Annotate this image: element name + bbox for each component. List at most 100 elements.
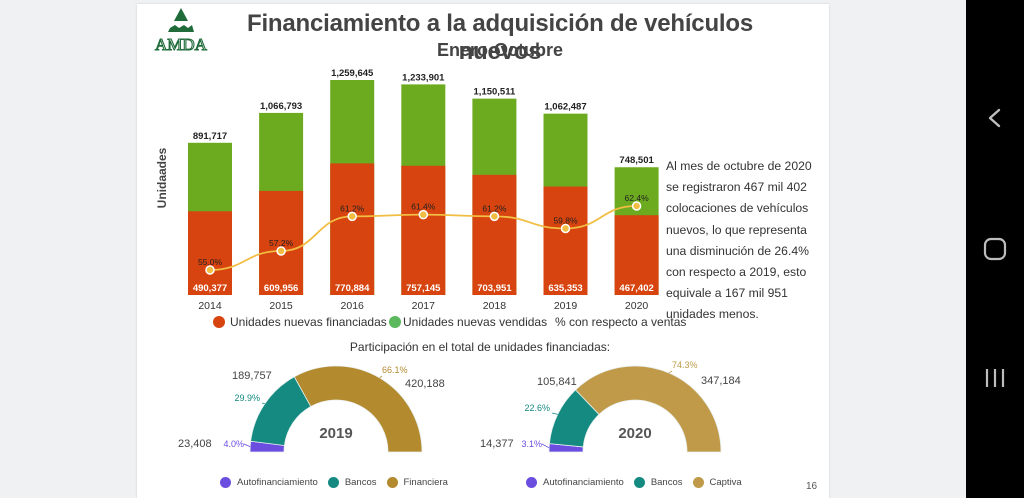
x-tick-label: 2017 bbox=[412, 300, 436, 312]
pct-point bbox=[560, 223, 571, 234]
legend-dot-autofinanciamiento bbox=[220, 477, 231, 488]
donut-center-label: 2020 bbox=[618, 425, 651, 442]
bar-financed-label: 757,145 bbox=[406, 283, 441, 294]
leader-line bbox=[541, 443, 550, 449]
logo-text: AMDA bbox=[155, 35, 208, 54]
slice-value-label: 347,184 bbox=[701, 375, 741, 387]
bar-financed bbox=[330, 163, 375, 295]
legend-dot-bancos bbox=[633, 477, 645, 488]
legend-label-autofinanciamiento: Autofinanciamiento bbox=[543, 477, 624, 488]
pie-legend-2020: Autofinanciamiento Bancos Captiva bbox=[526, 477, 752, 488]
donut-2020: 3.1% 14,377 22.6% 105,841 74.3%347,184 2020 bbox=[480, 360, 741, 453]
legend-label-bancos: Bancos bbox=[650, 477, 683, 488]
bar-financed-label: 703,951 bbox=[477, 283, 512, 294]
slice-value-label: 105,841 bbox=[537, 376, 577, 388]
legend-label-financed: Unidades nuevas financiadas bbox=[230, 315, 387, 329]
pct-label: 62.4% bbox=[625, 193, 650, 203]
pct-point bbox=[418, 209, 429, 220]
slice-pct-label: 29.9% bbox=[234, 393, 260, 403]
legend-pct: % con respecto a ventas bbox=[555, 315, 686, 329]
system-nav-bar bbox=[966, 0, 1024, 498]
legend-dot-captiva bbox=[692, 477, 704, 488]
x-tick-label: 2015 bbox=[269, 300, 293, 312]
bar-total-label: 748,501 bbox=[619, 155, 654, 166]
y-axis-label: Unidaades bbox=[155, 147, 169, 208]
home-icon bbox=[983, 237, 1007, 261]
legend-dot-financiera bbox=[386, 477, 398, 488]
pct-label: 61.2% bbox=[482, 203, 507, 213]
recents-button[interactable] bbox=[966, 364, 1024, 397]
page-subtitle: Enero-Octubre bbox=[436, 40, 564, 60]
logo-peak bbox=[174, 8, 188, 21]
slice-value-label: 23,408 bbox=[178, 438, 212, 450]
pct-point bbox=[489, 211, 500, 222]
logo-band bbox=[168, 25, 194, 32]
bar-financed-label: 770,884 bbox=[335, 283, 370, 294]
back-icon bbox=[988, 108, 1001, 128]
bar-total-label: 1,233,901 bbox=[402, 72, 445, 83]
bar-total-label: 1,062,487 bbox=[544, 102, 586, 113]
bar-financed bbox=[543, 186, 588, 295]
bar-chart: 891,717 490,377 2014 1,066,793 609,956 2015 1,… bbox=[188, 68, 659, 312]
leader-line bbox=[379, 375, 383, 379]
x-tick-label: 2018 bbox=[483, 300, 507, 312]
leader-line bbox=[551, 412, 558, 415]
bar-financed bbox=[472, 174, 517, 295]
donut-slice-captiva bbox=[574, 365, 722, 453]
bar-financed-label: 467,402 bbox=[619, 283, 653, 294]
legend-label-autofinanciamiento: Autofinanciamiento bbox=[237, 477, 318, 488]
leader-line bbox=[668, 370, 673, 374]
pct-label: 59.8% bbox=[553, 215, 578, 225]
bar-financed bbox=[259, 190, 304, 295]
x-tick-label: 2016 bbox=[341, 300, 365, 312]
slice-pct-label: 3.1% bbox=[521, 439, 542, 449]
donut-2019: 4.0% 23,408 29.9% 189,757 66.1% 420,188 2019 bbox=[178, 365, 445, 453]
bar-financed-label: 635,353 bbox=[548, 283, 582, 294]
donut-center-label: 2019 bbox=[319, 425, 352, 442]
back-button[interactable] bbox=[966, 104, 1024, 137]
leader-line bbox=[261, 402, 265, 405]
legend-label-bancos: Bancos bbox=[344, 477, 377, 488]
slice-pct-label: 66.1% bbox=[382, 365, 408, 375]
x-tick-label: 2020 bbox=[625, 300, 649, 312]
recents-icon bbox=[985, 369, 1005, 387]
legend-dot-sold bbox=[389, 316, 401, 328]
pie-section-title: Participación en el total de unidades fi… bbox=[349, 340, 611, 354]
pct-label: 61.4% bbox=[411, 202, 436, 212]
bar-total-label: 1,066,793 bbox=[260, 101, 302, 112]
bar-financed bbox=[614, 215, 659, 295]
slice-value-label: 14,377 bbox=[480, 438, 514, 450]
pct-point bbox=[276, 246, 286, 256]
legend-label-financiera: Financiera bbox=[403, 477, 448, 488]
slice-value-label: 420,188 bbox=[405, 378, 445, 390]
bar-total-label: 891,717 bbox=[193, 131, 227, 142]
amda-logo: AMDA bbox=[154, 8, 208, 54]
bar-financed bbox=[188, 211, 232, 295]
bar-total-label: 1,259,645 bbox=[331, 68, 374, 79]
x-tick-label: 2019 bbox=[554, 300, 578, 312]
legend-dot-autofinanciamiento bbox=[526, 477, 537, 488]
legend-financed: Unidades nuevas financiadas bbox=[213, 315, 387, 329]
legend-label-sold: Unidades nuevas vendidas bbox=[403, 315, 548, 329]
legend-label-pct: % con respecto a ventas bbox=[555, 315, 687, 329]
slice-pct-label: 22.6% bbox=[524, 403, 550, 413]
page-title: Financiamiento a la adquisición de vehíc… bbox=[247, 10, 753, 65]
home-button[interactable] bbox=[966, 236, 1024, 267]
pct-point bbox=[347, 211, 357, 222]
pct-label: 61.2% bbox=[340, 203, 365, 213]
pie-legend-2019: Autofinanciamiento Bancos Financiera bbox=[220, 477, 458, 488]
legend-label-captiva: Captiva bbox=[709, 477, 742, 488]
bar-financed-label: 609,956 bbox=[264, 283, 298, 294]
bar-financed bbox=[401, 165, 446, 295]
pct-label: 57.2% bbox=[269, 238, 294, 248]
pct-label: 55.0% bbox=[198, 257, 223, 267]
legend-dot-bancos bbox=[327, 477, 339, 488]
slice-pct-label: 4.0% bbox=[223, 439, 244, 449]
pct-point bbox=[205, 265, 215, 275]
pct-point bbox=[631, 201, 642, 211]
legend-dot-financed bbox=[213, 316, 225, 328]
bar-total-label: 1,150,511 bbox=[474, 87, 516, 98]
leader-line bbox=[243, 443, 251, 447]
page-number: 16 bbox=[806, 481, 818, 492]
